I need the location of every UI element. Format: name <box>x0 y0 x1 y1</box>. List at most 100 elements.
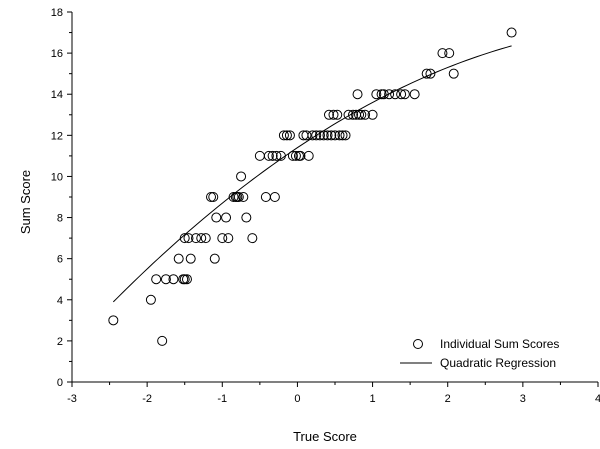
y-tick-label: 6 <box>57 254 63 266</box>
data-point <box>303 150 314 161</box>
data-point <box>238 192 249 202</box>
y-tick-label: 2 <box>57 336 63 348</box>
data-point <box>179 233 190 244</box>
data-point <box>356 109 367 120</box>
data-point <box>241 212 252 223</box>
data-point <box>267 150 278 161</box>
data-point <box>190 233 201 244</box>
data-point <box>236 171 247 182</box>
data-point <box>233 192 244 202</box>
data-point <box>211 212 222 223</box>
data-point <box>384 89 395 100</box>
data-point <box>151 274 162 285</box>
data-point <box>247 233 258 244</box>
data-point <box>318 130 329 141</box>
data-point <box>275 150 286 161</box>
data-point <box>390 89 401 100</box>
y-tick-label: 0 <box>57 377 63 389</box>
data-point <box>332 109 343 120</box>
data-point <box>448 68 459 79</box>
data-point <box>217 233 228 244</box>
data-point <box>323 109 334 120</box>
data-point <box>348 109 359 120</box>
data-point <box>223 233 234 244</box>
legend-label-quadratic-regression: Quadratic Regression <box>440 356 556 370</box>
x-tick-label: 3 <box>520 393 526 405</box>
x-tick-label: -3 <box>67 393 77 405</box>
data-point <box>271 150 282 161</box>
y-axis-title: Sum Score <box>18 170 33 234</box>
data-point <box>326 130 337 141</box>
data-point <box>367 109 378 120</box>
legend: Individual Sum Scores Quadratic Regressi… <box>400 337 559 370</box>
data-point <box>228 192 239 202</box>
data-point <box>108 315 119 326</box>
data-point <box>208 192 219 202</box>
y-tick-label: 12 <box>51 130 63 142</box>
data-point <box>322 130 333 141</box>
data-point <box>260 192 271 202</box>
data-point <box>343 109 354 120</box>
x-tick-label: 1 <box>370 393 376 405</box>
data-point <box>425 68 436 79</box>
x-tick-label: 4 <box>595 393 600 405</box>
y-tick-label: 16 <box>51 48 63 60</box>
y-tick-label: 18 <box>51 7 63 19</box>
data-point <box>209 253 220 264</box>
data-point <box>371 89 382 100</box>
data-point <box>181 274 192 285</box>
data-point <box>340 130 351 141</box>
regression-line-group <box>112 45 512 303</box>
data-point <box>330 130 340 141</box>
data-point <box>506 27 517 38</box>
data-point <box>263 150 274 161</box>
data-point <box>206 192 217 202</box>
data-point <box>301 130 312 141</box>
data-point <box>354 109 365 120</box>
x-tick-label: 2 <box>445 393 451 405</box>
y-tick-label: 4 <box>57 295 63 307</box>
data-point <box>284 130 295 141</box>
data-point <box>334 130 345 141</box>
data-point <box>328 109 339 120</box>
data-point <box>179 274 190 285</box>
y-tick-label: 10 <box>51 171 63 183</box>
data-point <box>314 130 325 141</box>
data-point <box>145 294 156 305</box>
data-point <box>196 233 207 244</box>
axes <box>71 12 598 383</box>
y-tick-label: 14 <box>51 89 63 101</box>
data-point <box>378 89 389 100</box>
quadratic-regression-line <box>112 45 512 303</box>
data-point <box>221 212 232 223</box>
legend-marker-individual-sum-scores <box>413 339 423 349</box>
data-point <box>421 68 432 79</box>
data-point <box>269 192 280 202</box>
ticks <box>67 11 599 387</box>
data-point <box>185 253 196 264</box>
data-point <box>157 335 168 346</box>
data-point <box>396 89 407 100</box>
data-point <box>409 89 420 100</box>
data-point <box>168 274 179 285</box>
x-axis-title: True Score <box>293 429 357 444</box>
data-point <box>352 89 363 100</box>
data-point <box>160 274 171 285</box>
data-points <box>108 27 517 346</box>
x-tick-label: 0 <box>294 393 300 405</box>
data-point <box>307 130 318 141</box>
data-point <box>295 150 306 161</box>
data-point <box>444 48 455 59</box>
legend-label-individual-sum-scores: Individual Sum Scores <box>440 337 559 351</box>
data-point <box>360 109 371 120</box>
data-point <box>200 233 211 244</box>
data-point <box>278 130 289 141</box>
x-tick-label: -1 <box>217 393 227 405</box>
data-point <box>183 233 194 244</box>
data-point <box>437 48 448 59</box>
data-point <box>399 89 410 100</box>
data-point <box>281 130 292 141</box>
x-tick-label: -2 <box>142 393 152 405</box>
